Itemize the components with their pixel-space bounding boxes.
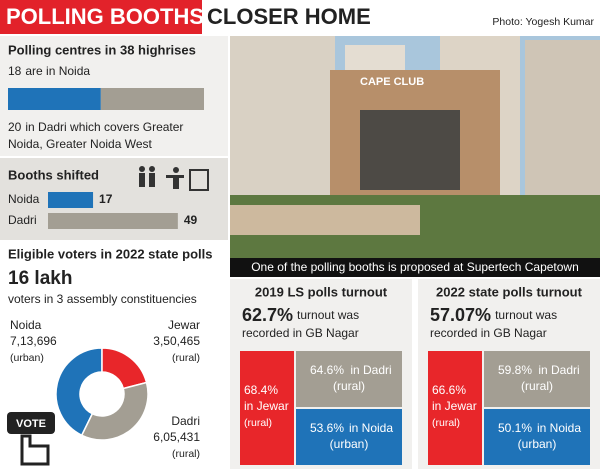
- section-title: Eligible voters in 2022 state polls: [8, 246, 212, 261]
- title-band: [0, 0, 202, 34]
- bar-segment: [8, 88, 101, 110]
- value-label: 17: [99, 192, 113, 206]
- headline-text: turnout was: [297, 308, 359, 322]
- tile-label: in Noida: [349, 421, 393, 435]
- bar: [48, 213, 178, 229]
- value-label: 18: [8, 64, 22, 78]
- section-title: Booths shifted: [8, 167, 99, 182]
- category-label: Noida: [8, 192, 40, 206]
- tile-note: (rural): [244, 417, 272, 429]
- total: 16 lakh: [8, 268, 72, 289]
- donut-slice: [80, 381, 149, 441]
- credit: Photo: Yogesh Kumar: [492, 16, 594, 28]
- tile-label: in Noida: [537, 421, 581, 435]
- value-label: 49: [184, 213, 198, 227]
- photo-caption: One of the polling booths is proposed at…: [251, 260, 579, 274]
- value-label: 3,50,465: [153, 334, 200, 348]
- value-label: 7,13,696: [10, 334, 57, 348]
- bar-segment: [100, 88, 204, 110]
- subtitle: voters in 3 assembly constituencies: [8, 292, 197, 306]
- vote-text: VOTE: [16, 418, 46, 430]
- tile-value: 68.4%: [244, 383, 278, 397]
- booth-icons: [139, 166, 209, 191]
- tile-value: 53.6%: [310, 421, 344, 435]
- section-title: Polling centres in 38 highrises: [8, 42, 196, 57]
- bar: [48, 192, 94, 208]
- category-label: Dadri: [171, 414, 200, 428]
- tile-note: (rural): [432, 417, 460, 429]
- value-label: 6,05,431: [153, 430, 200, 444]
- headline-text: turnout was: [495, 308, 557, 322]
- title-red: POLLING BOOTHS: [6, 4, 204, 29]
- tile: [484, 351, 590, 407]
- donut-slice: [55, 347, 103, 437]
- tile: [240, 351, 294, 465]
- tile-label: in Dadri: [350, 363, 391, 377]
- tile-label: in Jewar: [432, 399, 477, 413]
- category-label: Jewar: [168, 318, 200, 332]
- label-text: Noida, Greater Noida West: [8, 137, 153, 151]
- value-label: 20: [8, 120, 22, 134]
- tile: [296, 351, 402, 407]
- section-title: 2022 state polls turnout: [436, 284, 583, 299]
- tile-note: (rural): [521, 379, 553, 393]
- tile-value: 64.6%: [310, 363, 344, 377]
- caption-band: [230, 258, 600, 277]
- tile-note: (rural): [333, 379, 365, 393]
- photo: CAPE CLUB: [230, 36, 600, 258]
- tile-note: (urban): [330, 437, 369, 451]
- tile: [484, 409, 590, 465]
- photo-sign: CAPE CLUB: [360, 76, 424, 88]
- tile-value: 50.1%: [498, 421, 532, 435]
- tile-value: 59.8%: [498, 363, 532, 377]
- category-label: Noida: [10, 318, 42, 332]
- donut-slice: [101, 347, 148, 390]
- tile-value: 66.6%: [432, 383, 466, 397]
- tile-label: in Jewar: [244, 399, 289, 413]
- headline-text: recorded in GB Nagar: [430, 326, 547, 340]
- title-black: CLOSER HOME: [207, 4, 371, 29]
- category-label: Dadri: [8, 213, 37, 227]
- vote-icon: VOTE: [7, 412, 55, 466]
- tile: [296, 409, 402, 465]
- note: (rural): [172, 352, 200, 364]
- note: (rural): [172, 448, 200, 460]
- headline-text: recorded in GB Nagar: [242, 326, 359, 340]
- label-text: in Dadri which covers Greater: [25, 120, 183, 134]
- headline: 57.07%: [430, 305, 491, 325]
- note: (urban): [10, 352, 44, 364]
- tile: [428, 351, 482, 465]
- section-title: 2019 LS polls turnout: [255, 284, 388, 299]
- tile-label: in Dadri: [538, 363, 579, 377]
- label-text: are in Noida: [25, 64, 90, 78]
- headline: 62.7%: [242, 305, 293, 325]
- tile-note: (urban): [518, 437, 557, 451]
